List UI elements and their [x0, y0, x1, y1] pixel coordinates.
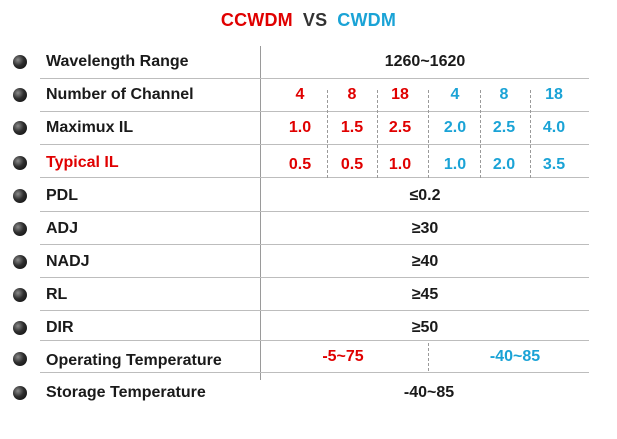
max-il-cwdm-3: 4.0 — [542, 119, 566, 136]
bullet-icon — [13, 321, 27, 335]
row-divider — [40, 310, 589, 311]
typ-il-cwdm-1: 1.0 — [443, 156, 467, 173]
title-cwdm: CWDM — [337, 10, 397, 30]
typ-il-cwdm-2: 2.0 — [492, 156, 516, 173]
row-divider — [40, 277, 589, 278]
channel-ccwdm-1: 4 — [295, 86, 305, 103]
typ-il-ccwdm-3: 1.0 — [388, 156, 412, 173]
bullet-icon — [13, 189, 27, 203]
row-divider — [40, 111, 589, 112]
row-wavelength-range: Wavelength Range 1260~1620 — [0, 46, 617, 78]
bullet-icon — [13, 156, 27, 170]
row-rl: RL ≥45 — [0, 279, 617, 311]
row-operating-temperature: Operating Temperature -5~75 -40~85 — [0, 343, 617, 375]
page-title: CCWDM VS CWDM — [0, 10, 617, 31]
channel-cwdm-2: 8 — [499, 86, 509, 103]
title-ccwdm: CCWDM — [220, 10, 293, 30]
row-value: 1260~1620 — [384, 53, 466, 70]
bullet-icon — [13, 352, 27, 366]
row-divider — [40, 177, 589, 178]
row-typical-il: Typical IL 0.5 0.5 1.0 1.0 2.0 3.5 — [0, 147, 617, 179]
row-value: -40~85 — [403, 384, 455, 401]
row-divider — [40, 244, 589, 245]
op-temp-ccwdm: -5~75 — [322, 348, 364, 365]
row-label: PDL — [46, 187, 78, 204]
typ-il-ccwdm-2: 0.5 — [340, 156, 364, 173]
bullet-icon — [13, 288, 27, 302]
row-maximux-il: Maximux IL 1.0 1.5 2.5 2.0 2.5 4.0 — [0, 112, 617, 144]
row-label: RL — [46, 286, 68, 303]
max-il-cwdm-2: 2.5 — [492, 119, 516, 136]
bullet-icon — [13, 255, 27, 269]
max-il-ccwdm-2: 1.5 — [340, 119, 364, 136]
row-divider — [40, 372, 589, 373]
row-pdl: PDL ≤0.2 — [0, 180, 617, 212]
row-label: Number of Channel — [46, 86, 194, 103]
row-divider — [40, 78, 589, 79]
column-separator — [428, 90, 429, 178]
column-separator — [428, 343, 429, 371]
row-label: Storage Temperature — [46, 384, 206, 401]
channel-ccwdm-3: 18 — [391, 86, 409, 103]
column-divider — [260, 46, 261, 380]
row-value: ≤0.2 — [409, 187, 441, 204]
row-divider — [40, 340, 589, 341]
row-number-of-channel: Number of Channel 4 8 18 4 8 18 — [0, 79, 617, 111]
row-divider — [40, 211, 589, 212]
row-storage-temperature: Storage Temperature -40~85 — [0, 377, 617, 409]
column-separator — [327, 90, 328, 178]
row-value: ≥50 — [411, 319, 439, 336]
row-dir: DIR ≥50 — [0, 312, 617, 344]
row-label: Maximux IL — [46, 119, 134, 136]
row-value: ≥45 — [411, 286, 439, 303]
bullet-icon — [13, 88, 27, 102]
row-label: Wavelength Range — [46, 53, 189, 70]
op-temp-cwdm: -40~85 — [489, 348, 541, 365]
bullet-icon — [13, 222, 27, 236]
channel-cwdm-3: 18 — [545, 86, 563, 103]
row-divider — [40, 144, 589, 145]
max-il-cwdm-1: 2.0 — [443, 119, 467, 136]
row-label: Typical IL — [46, 154, 119, 171]
row-value: ≥40 — [411, 253, 439, 270]
row-label: NADJ — [46, 253, 90, 270]
column-separator — [530, 90, 531, 178]
channel-ccwdm-2: 8 — [347, 86, 357, 103]
row-adj: ADJ ≥30 — [0, 213, 617, 245]
column-separator — [377, 90, 378, 178]
typ-il-cwdm-3: 3.5 — [542, 156, 566, 173]
bullet-icon — [13, 386, 27, 400]
bullet-icon — [13, 55, 27, 69]
row-label: ADJ — [46, 220, 79, 237]
channel-cwdm-1: 4 — [450, 86, 460, 103]
row-label: Operating Temperature — [46, 352, 222, 369]
row-nadj: NADJ ≥40 — [0, 246, 617, 278]
max-il-ccwdm-1: 1.0 — [288, 119, 312, 136]
row-value: ≥30 — [411, 220, 439, 237]
title-vs: VS — [302, 10, 328, 30]
typ-il-ccwdm-1: 0.5 — [288, 156, 312, 173]
bullet-icon — [13, 121, 27, 135]
column-separator — [480, 90, 481, 178]
row-label: DIR — [46, 319, 74, 336]
max-il-ccwdm-3: 2.5 — [388, 119, 412, 136]
